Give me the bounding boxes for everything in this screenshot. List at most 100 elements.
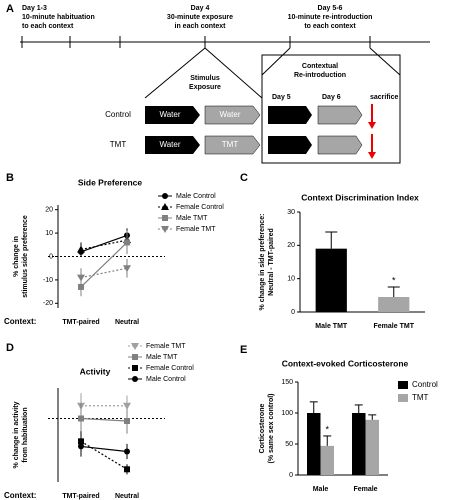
legend-label: Male Control xyxy=(176,193,216,200)
bar xyxy=(320,445,334,475)
reintro-frame xyxy=(261,54,401,164)
day-label: Day 5 xyxy=(272,94,291,101)
panel-letter: B xyxy=(6,172,14,184)
reintro-title: Re-introduction xyxy=(294,72,346,79)
x-axis-label: Context: xyxy=(4,317,36,326)
context-box xyxy=(317,135,363,155)
y-tick-label: 100 xyxy=(281,410,293,417)
y-tick-label: 10 xyxy=(287,276,295,283)
panel-letter: E xyxy=(240,344,247,356)
y-axis-label: % change in activity xyxy=(13,401,20,468)
chart-title: Activity xyxy=(80,366,111,376)
step-text: in each context xyxy=(175,23,227,30)
legend-label: Female TMT xyxy=(146,343,186,350)
annotation: * xyxy=(392,275,396,285)
marker xyxy=(78,443,84,450)
context-box xyxy=(204,135,261,155)
x-tick-label: Male TMT xyxy=(315,323,348,330)
context-box xyxy=(145,136,200,154)
context-box xyxy=(317,105,363,125)
panel-letter: D xyxy=(6,342,14,354)
row-label: TMT xyxy=(110,140,127,149)
legend-label: Male TMT xyxy=(176,215,208,222)
sacrifice-label: sacrifice xyxy=(370,94,399,101)
step-text: 10-minute habituation xyxy=(22,14,95,21)
marker xyxy=(162,193,168,199)
legend-label: TMT xyxy=(412,393,429,402)
stimulus-title: Stimulus xyxy=(190,75,220,82)
marker xyxy=(131,343,139,350)
series-line xyxy=(80,445,128,453)
y-tick-label: 20 xyxy=(287,242,295,249)
x-tick-label: TMT-paired xyxy=(62,319,99,326)
x-tick-label: Male xyxy=(313,486,329,493)
y-axis-label: (% same sex control) xyxy=(268,393,275,463)
marker xyxy=(123,402,131,410)
day-label: Day 6 xyxy=(322,94,341,101)
x-tick-label: Female TMT xyxy=(374,323,415,330)
series-line xyxy=(80,242,128,288)
context-box xyxy=(204,105,261,125)
legend-label: Female Control xyxy=(146,365,194,372)
y-axis-label: stimulus side preference xyxy=(22,215,29,298)
legend-label: Male Control xyxy=(146,376,186,383)
arrow-head xyxy=(368,152,376,159)
marker xyxy=(77,245,85,253)
x-tick-label: Female xyxy=(353,486,377,493)
marker xyxy=(124,466,130,473)
series-line xyxy=(80,440,128,470)
chart-title: Context Discrimination Index xyxy=(301,192,419,202)
zoom-line xyxy=(204,47,263,99)
context-box xyxy=(268,136,312,154)
step-text: to each context xyxy=(22,23,74,30)
chart-title: Context-evoked Corticosterone xyxy=(282,358,409,368)
box-label: TMT xyxy=(222,140,239,149)
legend-swatch xyxy=(398,394,408,402)
day-label: Day 5-6 xyxy=(318,5,343,12)
series-line xyxy=(80,234,128,253)
y-tick-label: 0 xyxy=(49,253,53,260)
y-tick-label: 30 xyxy=(287,209,295,216)
zoom-line xyxy=(369,47,401,76)
marker xyxy=(162,215,168,221)
box-label: Water xyxy=(159,140,180,149)
step-text: 10-minute re-introduction xyxy=(288,14,373,21)
box-label: Water xyxy=(159,110,180,119)
reintro-title: Contextual xyxy=(302,63,338,70)
bar xyxy=(378,297,410,312)
bar xyxy=(365,419,379,475)
marker xyxy=(123,265,131,273)
y-tick-label: 0 xyxy=(291,309,295,316)
y-tick-label: 150 xyxy=(281,379,293,386)
y-axis-label: % change in side preference: xyxy=(259,214,266,311)
legend-swatch xyxy=(398,381,408,389)
y-tick-label: 20 xyxy=(45,207,53,214)
chart-title: Side Preference xyxy=(78,177,143,187)
y-axis-label: from habituation xyxy=(22,407,29,462)
annotation: * xyxy=(325,424,329,434)
y-tick-label: 50 xyxy=(285,441,293,448)
y-axis-label: Neutral - TMT-paired xyxy=(268,228,275,296)
step-text: 30-minute exposure xyxy=(167,14,233,21)
marker xyxy=(161,203,169,210)
zoom-line xyxy=(261,47,291,76)
y-tick-label: 0 xyxy=(289,472,293,479)
series-line xyxy=(80,267,128,279)
day-label: Day 4 xyxy=(191,5,210,12)
x-tick-label: TMT-paired xyxy=(62,493,99,500)
marker xyxy=(77,274,85,282)
marker xyxy=(132,354,138,360)
stimulus-title: Exposure xyxy=(189,84,221,91)
series-line xyxy=(80,417,128,422)
day-label: Day 1-3 xyxy=(22,5,47,12)
y-tick-label: -10 xyxy=(43,277,53,284)
context-box xyxy=(268,106,312,124)
bar xyxy=(315,248,347,312)
legend-label: Female TMT xyxy=(176,226,216,233)
y-axis-label: Corticosterone xyxy=(259,404,266,454)
marker xyxy=(132,365,138,371)
zoom-line xyxy=(144,47,206,99)
marker xyxy=(161,226,169,233)
x-tick-label: Neutral xyxy=(115,319,139,326)
